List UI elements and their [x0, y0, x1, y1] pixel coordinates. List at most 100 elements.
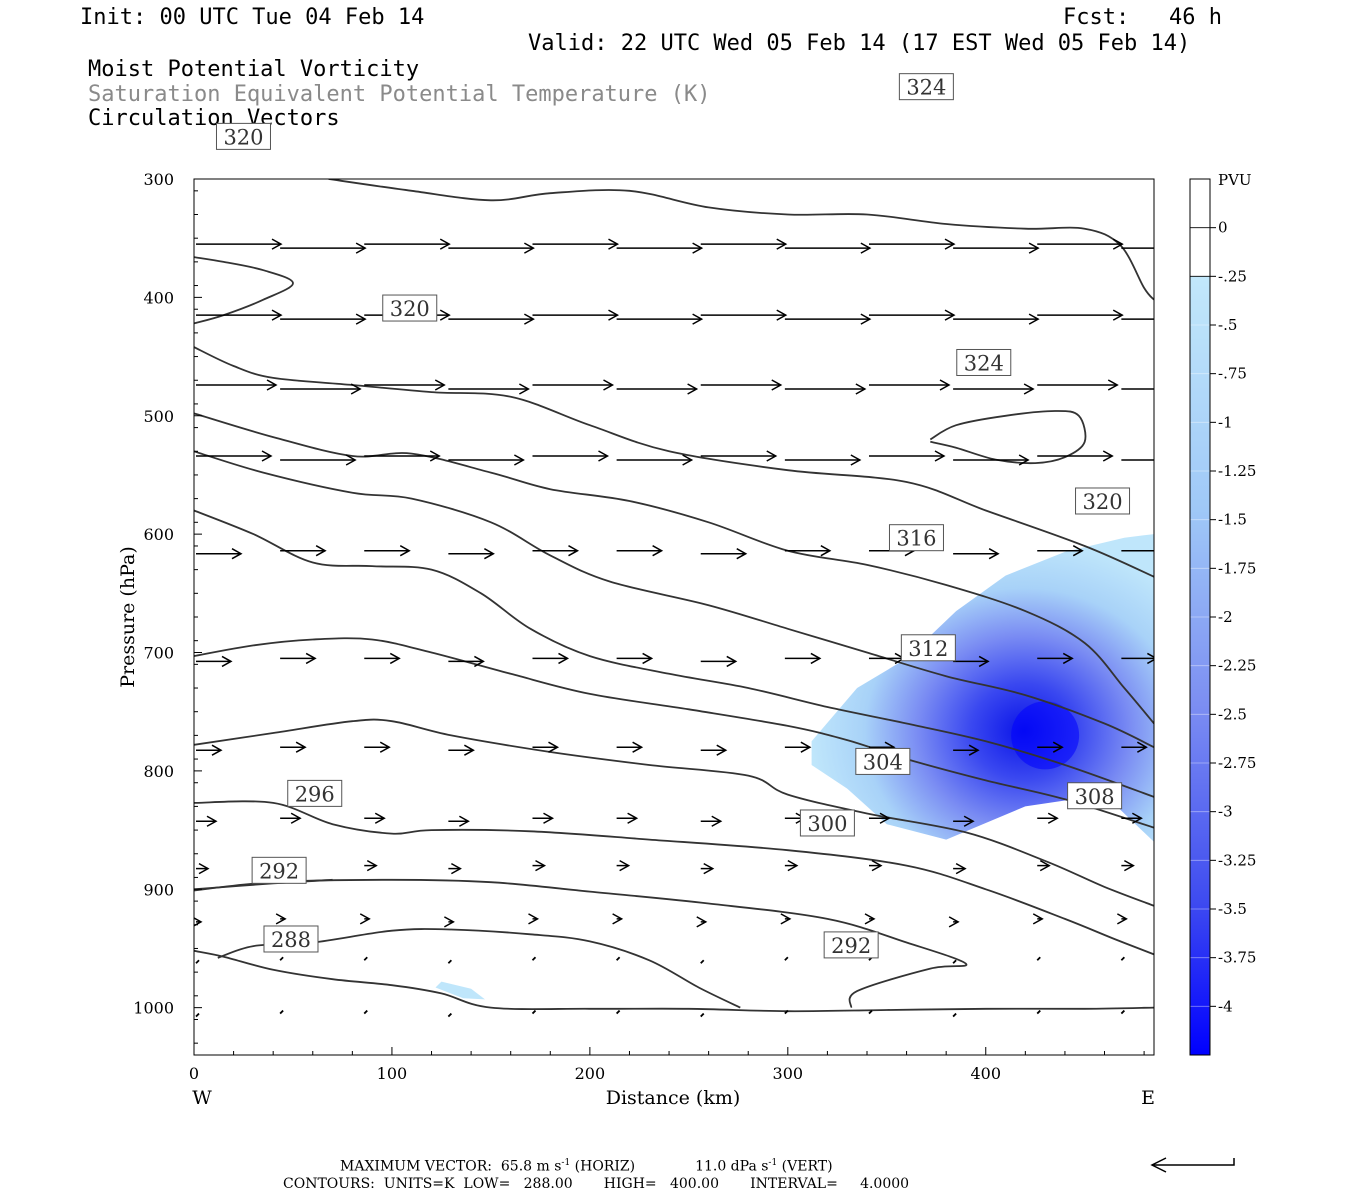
contour-label-304-6-box [855, 747, 911, 775]
colorbar-label-6: -1.5 [1218, 511, 1247, 529]
contour-320 [194, 346, 1154, 578]
vector-head [548, 741, 560, 753]
vector-head [1032, 913, 1044, 925]
contour-label-320-10-box [1075, 487, 1131, 515]
vector-head [568, 545, 580, 557]
contour-label-324-13-box [956, 348, 1012, 376]
vector-head [524, 313, 535, 325]
valid-time: Valid: 22 UTC Wed 05 Feb 14 (17 EST Wed … [528, 31, 1191, 56]
contour-324 [328, 179, 1154, 301]
vector-head [271, 238, 283, 250]
vector [447, 959, 453, 964]
vector-head [692, 242, 704, 254]
contour-label-324-13: 324 [964, 351, 1004, 375]
vector-head [1136, 741, 1148, 753]
contour-316 [194, 412, 1154, 725]
max-vector-horiz-exp: -1 [561, 1158, 571, 1168]
pv-shading [435, 534, 1154, 1000]
vector-head [736, 548, 748, 560]
vector-head [860, 313, 872, 325]
vector-head [955, 862, 967, 875]
reference-vector [1150, 1157, 1235, 1173]
vector-head [429, 450, 441, 462]
vector-head [439, 309, 451, 321]
vector-head [524, 242, 535, 254]
contour-label-292-2-box [823, 931, 879, 959]
colorbar-label-4: -1 [1218, 413, 1233, 431]
vector-head [528, 913, 540, 925]
vector-head [726, 655, 738, 668]
vector-head [776, 238, 788, 250]
vector-head [780, 913, 792, 925]
contour-label-308-7-box [1067, 782, 1123, 810]
x-tick-label-200: 200 [575, 1064, 606, 1083]
vector-head [1157, 546, 1166, 556]
vector-head [271, 309, 283, 321]
vector-head [1116, 913, 1128, 925]
vector [700, 1012, 705, 1018]
contour-304 [194, 637, 1154, 829]
y-tick-label-1000: 1000 [133, 999, 174, 1018]
vector-head [776, 309, 788, 321]
vector-head [766, 450, 778, 462]
colorbar-label-1: -.25 [1218, 267, 1247, 285]
contour-label-320-11-box [215, 122, 271, 150]
vector [1120, 956, 1125, 961]
colorbar-fill [1190, 276, 1210, 1055]
y-tick-label-600: 600 [143, 525, 174, 544]
contour-312 [194, 450, 1154, 749]
contour-label-300-5: 300 [807, 812, 847, 836]
vector [1120, 1009, 1125, 1015]
x-tick-label-100: 100 [377, 1064, 408, 1083]
contour-label-320-10: 320 [1082, 490, 1122, 514]
max-vector-line: MAXIMUM VECTOR: 65.8 m s-1 (HORIZ) 11.0 d… [340, 1158, 833, 1175]
colorbar-label-13: -3.25 [1218, 851, 1256, 869]
vector-head [295, 741, 307, 753]
vector-head [389, 652, 401, 665]
vector-head [978, 655, 990, 668]
contour-label-312-8-box [900, 634, 956, 662]
axes: 300 400 500 600 700 800 900 1000 0 100 200 300 400 W E… [117, 170, 1155, 1109]
vector-head [543, 812, 555, 824]
vector-head [374, 812, 386, 824]
vector [952, 959, 957, 964]
colorbar-label-2: -.5 [1218, 316, 1237, 334]
vector-head [939, 379, 951, 391]
contour-label-292-2: 292 [831, 934, 871, 958]
vector-head [350, 383, 362, 395]
forecast-hour: Fcst: 46 h [1063, 5, 1222, 30]
contour-292 [194, 878, 968, 1008]
theta-es-contours [194, 179, 1154, 1013]
vector-head [944, 238, 956, 250]
contour-label-292-3-box [251, 856, 307, 884]
vector-head [703, 862, 715, 875]
vector-head [206, 815, 218, 827]
vector-head [598, 450, 610, 462]
vector-head [444, 916, 455, 928]
vector-head [934, 450, 946, 462]
vector-head [315, 545, 327, 557]
contour-label-308-7: 308 [1075, 785, 1115, 809]
vector-head [305, 652, 317, 665]
vector-head [198, 862, 210, 875]
max-vector-vert-tag: (VERT) [777, 1158, 833, 1175]
vector-head [1039, 859, 1051, 872]
vector [784, 956, 789, 961]
contour-label-316-9-box [888, 524, 944, 552]
vector-head [1018, 454, 1030, 466]
max-vector-vert: 11.0 dPa s [695, 1158, 769, 1175]
x-tick-label-300: 300 [773, 1064, 804, 1083]
vector-head [1062, 652, 1074, 665]
contour-label-304-6: 304 [863, 750, 903, 774]
vector [363, 1009, 368, 1015]
vector-head [535, 859, 547, 872]
vector-head [519, 383, 530, 395]
colorbar-label-0: 0 [1218, 219, 1228, 237]
vector-head [451, 862, 462, 875]
vector-head [359, 913, 371, 925]
colorbar-label-14: -3.5 [1218, 900, 1247, 918]
vector-head [879, 812, 891, 824]
colorbar-label-10: -2.5 [1218, 705, 1247, 723]
contour-label-288-0-box [263, 925, 319, 953]
vector-head [632, 741, 644, 753]
